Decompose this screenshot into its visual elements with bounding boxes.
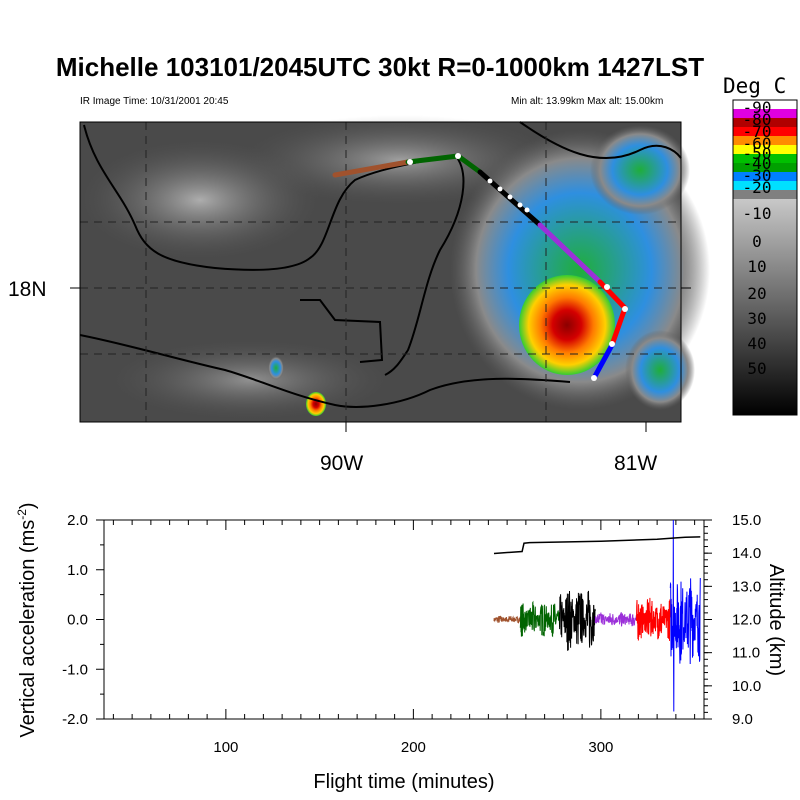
colorbar-swatch xyxy=(733,100,797,109)
colorbar-tick-label: 40 xyxy=(747,334,766,353)
colorbar-swatch xyxy=(733,136,797,145)
map-panel xyxy=(70,115,710,432)
colorbar-swatch xyxy=(733,181,797,190)
y-axis-left: 2.0 1.0 0.0 -1.0 -2.0 xyxy=(62,512,104,728)
altitude-line xyxy=(493,536,701,555)
colorbar-swatch xyxy=(733,118,797,127)
coastline-central-america xyxy=(79,334,571,408)
y-right-tick-label: 12.0 xyxy=(732,612,761,629)
track-segment-1 xyxy=(332,159,411,178)
lon-label-90w: 90W xyxy=(320,452,364,475)
map-ticks xyxy=(70,287,691,432)
cloud-northeast xyxy=(590,125,690,215)
cloud-southeast xyxy=(625,330,695,410)
colorbar-swatch xyxy=(733,190,797,199)
colorbar-tick-label: 0 xyxy=(752,232,762,251)
colorbar-tick-label: -60 xyxy=(743,134,772,153)
colorbar-tick-label: -50 xyxy=(743,144,772,163)
plot-frame xyxy=(103,519,705,720)
ir-image-time: IR Image Time: 10/31/2001 20:45 xyxy=(80,96,229,107)
colorbar-tick-label: 10 xyxy=(747,257,766,276)
convective-cell-south xyxy=(306,392,326,416)
colorbar-swatch xyxy=(733,172,797,181)
colorbar-swatch xyxy=(733,145,797,154)
y-axis-right: 15.0 14.0 13.0 12.0 11.0 10.0 9.0 xyxy=(704,512,761,728)
y-right-tick-label: 11.0 xyxy=(732,645,760,662)
colorbar-tick-label: -40 xyxy=(743,154,772,173)
track-segment-4 xyxy=(537,222,603,285)
colorbar-tick-label: -80 xyxy=(743,110,772,129)
y-left-tick-label: 1.0 xyxy=(67,562,88,579)
map-frame xyxy=(79,121,682,423)
colorbar-title: Deg C xyxy=(723,74,787,98)
colorbar-tick-label: 50 xyxy=(747,359,766,378)
colorbar-tick-label: 30 xyxy=(747,309,766,328)
y-left-tick-label: 2.0 xyxy=(67,512,88,529)
track-markers xyxy=(407,153,628,381)
y-right-tick-label: 14.0 xyxy=(732,545,761,562)
colorbar-swatch xyxy=(733,154,797,163)
y-right-tick-label: 13.0 xyxy=(732,578,761,595)
x-axis-label: Flight time (minutes) xyxy=(313,771,494,793)
colorbar-tick-label: -20 xyxy=(743,178,772,197)
acceleration-series-3 xyxy=(559,590,596,651)
x-tick-label: 200 xyxy=(401,739,426,756)
y-left-tick-label: 0.0 xyxy=(67,612,88,629)
acceleration-series-4 xyxy=(594,612,637,627)
chart-title: Michelle 103101/2045UTC 30kt R=0-1000km … xyxy=(55,52,705,82)
convective-cell-west xyxy=(268,356,284,380)
colorbar-tick-label: -10 xyxy=(743,204,772,223)
satellite-map: -90-80-70-60-50-40-30-20 -10 0 10 20 30 40 50 xyxy=(70,98,798,432)
acceleration-chart: 100 200 300 2.0 1.0 0.0 -1.0 -2.0 15.0 14.0 13.0… xyxy=(15,502,787,793)
x-tick-label: 300 xyxy=(588,739,613,756)
border-guatemala xyxy=(300,299,384,363)
track-segment-6 xyxy=(591,342,615,381)
x-tick-label: 100 xyxy=(213,739,238,756)
y-left-tick-label: -2.0 xyxy=(62,711,88,728)
acceleration-series-6 xyxy=(669,519,701,712)
y-right-tick-label: 9.0 xyxy=(732,711,753,728)
colorbar-swatch xyxy=(733,163,797,172)
acceleration-series xyxy=(493,519,701,712)
acceleration-series-2 xyxy=(519,600,561,638)
y-axis-right-label: Altitude (km) xyxy=(765,564,787,676)
altitude-range: Min alt: 13.99km Max alt: 15.00km xyxy=(511,96,664,107)
colorbar-tick-label: -90 xyxy=(743,98,772,117)
colorbar-frame xyxy=(732,99,798,416)
colorbar-greyscale xyxy=(733,199,797,415)
colorbar: -90-80-70-60-50-40-30-20 -10 0 10 20 30 40 50 xyxy=(732,98,798,416)
colorbar-tick-label: 20 xyxy=(747,284,766,303)
x-axis: 100 200 300 xyxy=(112,520,696,756)
y-axis-left-label: Vertical acceleration (ms-2) xyxy=(15,502,39,737)
coastline-cuba xyxy=(519,121,682,159)
acceleration-series-5 xyxy=(636,597,671,641)
coastlines xyxy=(79,121,682,408)
colorbar-swatch xyxy=(733,109,797,118)
y-right-tick-label: 10.0 xyxy=(732,678,761,695)
y-left-tick-label: -1.0 xyxy=(62,661,88,678)
lat-label-18n: 18N xyxy=(8,278,47,301)
colorbar-tick-label: -30 xyxy=(743,166,772,185)
colorbar-swatch xyxy=(733,127,797,136)
lon-label-81w: 81W xyxy=(614,452,658,475)
colorbar-tick-label: -70 xyxy=(743,122,772,141)
convective-core xyxy=(519,275,615,375)
acceleration-series-1 xyxy=(493,615,521,624)
coastline-yucatan xyxy=(83,124,465,376)
y-right-tick-label: 15.0 xyxy=(732,512,761,529)
